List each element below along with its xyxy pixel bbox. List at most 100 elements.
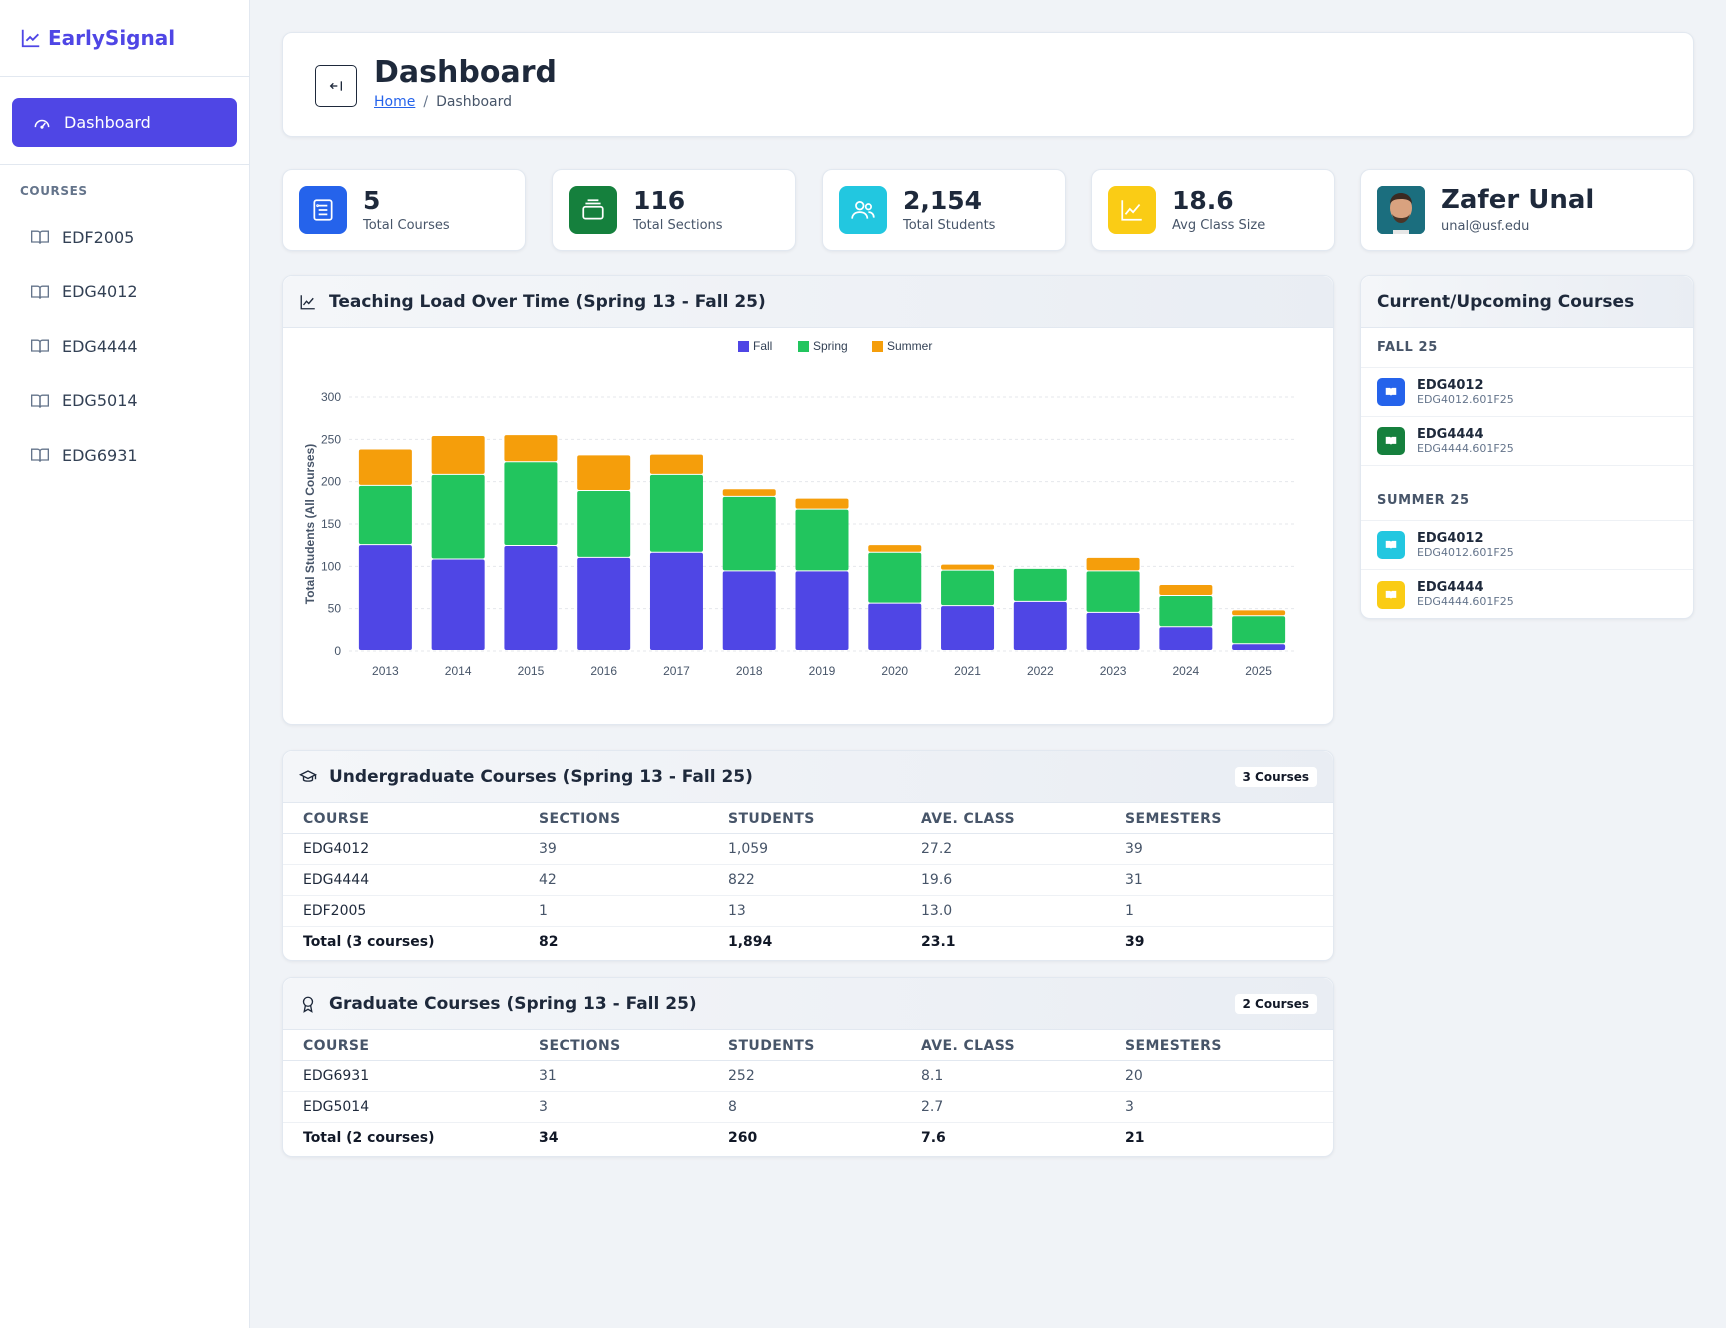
stat-label: Avg Class Size xyxy=(1172,218,1266,233)
column-header[interactable]: STUDENTS xyxy=(728,1030,921,1061)
column-header[interactable]: STUDENTS xyxy=(728,803,921,834)
upcoming-courses-card: Current/Upcoming Courses FALL 25 EDG4012… xyxy=(1360,275,1694,619)
toggle-sidebar-button[interactable] xyxy=(315,65,357,107)
bar-summer xyxy=(358,449,412,485)
cell-total-ave-class: 7.6 xyxy=(921,1129,946,1146)
cell-students: 13 xyxy=(728,895,921,927)
table-row[interactable]: EDG4444 42 822 19.6 31 xyxy=(283,864,1333,896)
legend-swatch xyxy=(872,341,883,352)
term-label: FALL 25 xyxy=(1361,328,1693,368)
x-tick-label: 2019 xyxy=(809,664,836,678)
sidebar-item-label: EDG5014 xyxy=(62,391,138,411)
cell-course: EDG4444 xyxy=(283,864,539,896)
book-icon xyxy=(31,230,49,245)
stat-value: 2,154 xyxy=(903,186,983,215)
x-tick-label: 2015 xyxy=(518,664,545,678)
brand[interactable]: EarlySignal xyxy=(0,0,249,77)
column-header[interactable]: COURSE xyxy=(283,1030,539,1061)
table-row[interactable]: EDF2005 1 13 13.0 1 xyxy=(283,895,1333,927)
cell-ave-class: 13.0 xyxy=(921,895,1125,927)
teaching-load-chart: 0 50 100 150 200 250 300 Total Students (All Co… xyxy=(303,339,1295,678)
column-header[interactable]: SEMESTERS xyxy=(1125,803,1333,834)
sidebar-item-label: EDG6931 xyxy=(62,445,138,465)
upcoming-course-item[interactable]: EDG4444 EDG4444.601F25 xyxy=(1361,570,1693,619)
bar-fall xyxy=(649,552,703,650)
column-header[interactable]: SECTIONS xyxy=(539,803,728,834)
breadcrumb-home-link[interactable]: Home xyxy=(374,94,416,110)
x-tick-label: 2018 xyxy=(736,664,763,678)
book-icon xyxy=(1385,540,1397,550)
cell-semesters: 31 xyxy=(1125,864,1333,896)
y-axis-label: Total Students (All Courses) xyxy=(303,444,317,604)
sidebar-item-label: EDF2005 xyxy=(62,227,135,247)
column-header[interactable]: COURSE xyxy=(283,803,539,834)
legend-swatch xyxy=(738,341,749,352)
column-header[interactable]: SEMESTERS xyxy=(1125,1030,1333,1061)
upcoming-course-section: EDG4012.601F25 xyxy=(1417,392,1514,406)
page-header: Dashboard Home / Dashboard xyxy=(282,32,1694,137)
people-icon xyxy=(851,201,875,219)
undergrad-table: COURSE SECTIONS STUDENTS AVE. CLASS SEME… xyxy=(283,803,1333,957)
trending-up-icon xyxy=(21,29,40,48)
cell-total-label: Total (3 courses) xyxy=(303,933,435,950)
bar-spring xyxy=(504,462,558,546)
stat-icon-bg xyxy=(1108,186,1156,234)
page-title: Dashboard xyxy=(374,55,557,90)
cell-course: EDG4012 xyxy=(283,833,539,865)
stat-card-sections: 116 Total Sections xyxy=(552,169,796,251)
x-tick-label: 2014 xyxy=(445,664,472,678)
profile-email: unal@usf.edu xyxy=(1441,219,1530,234)
upcoming-course-section: EDG4444.601F25 xyxy=(1417,595,1514,608)
bar-fall xyxy=(577,557,631,650)
bar-summer xyxy=(577,455,631,490)
y-tick-label: 150 xyxy=(321,517,341,531)
course-count-badge: 3 Courses xyxy=(1234,767,1317,787)
upcoming-course-item[interactable]: EDG4012 EDG4012.601F25 xyxy=(1361,368,1693,417)
undergrad-card-header: Undergraduate Courses (Spring 13 - Fall … xyxy=(283,751,1333,803)
x-tick-label: 2016 xyxy=(590,664,617,678)
course-icon-bg xyxy=(1377,580,1405,609)
sidebar-item-course[interactable]: EDG6931 xyxy=(0,428,249,483)
stat-value: 116 xyxy=(633,186,686,215)
legend-swatch xyxy=(798,341,809,352)
grad-card-title: Graduate Courses (Spring 13 - Fall 25) xyxy=(329,993,697,1014)
table-header-row: COURSE SECTIONS STUDENTS AVE. CLASS SEME… xyxy=(283,803,1333,834)
book-icon xyxy=(1385,387,1397,397)
stat-label: Total Sections xyxy=(633,218,723,233)
bar-summer xyxy=(504,435,558,462)
stat-icon-bg xyxy=(839,186,887,234)
sidebar-item-course[interactable]: EDF2005 xyxy=(0,210,249,265)
grad-table: COURSE SECTIONS STUDENTS AVE. CLASS SEME… xyxy=(283,1030,1333,1153)
upcoming-course-section: EDG4444.601F25 xyxy=(1417,441,1514,455)
column-header[interactable]: AVE. CLASS xyxy=(921,1030,1125,1061)
bar-summer xyxy=(722,489,776,496)
table-row[interactable]: EDG4012 39 1,059 27.2 39 xyxy=(283,833,1333,865)
stat-card-avg-class: 18.6 Avg Class Size xyxy=(1091,169,1335,251)
breadcrumb-separator: / xyxy=(423,94,429,110)
sidebar-item-course[interactable]: EDG4444 xyxy=(0,319,249,374)
bar-fall xyxy=(358,545,412,650)
cell-total-students: 1,894 xyxy=(728,933,773,950)
cell-students: 252 xyxy=(728,1060,921,1092)
column-header[interactable]: AVE. CLASS xyxy=(921,803,1125,834)
courses-section-label: COURSES xyxy=(20,184,88,198)
sidebar-item-course[interactable]: EDG4012 xyxy=(0,265,249,320)
sidebar-item-dashboard[interactable]: Dashboard xyxy=(12,98,237,147)
stat-label: Total Courses xyxy=(363,218,450,233)
bar-summer xyxy=(795,498,849,509)
bar-spring xyxy=(358,485,412,545)
stack-icon xyxy=(582,199,604,220)
table-row[interactable]: EDG5014 3 8 2.7 3 xyxy=(283,1091,1333,1123)
column-header[interactable]: SECTIONS xyxy=(539,1030,728,1061)
stat-card-courses: 5 Total Courses xyxy=(282,169,526,251)
upcoming-course-item[interactable]: EDG4444 EDG4444.601F25 xyxy=(1361,417,1693,466)
bar-summer xyxy=(1159,584,1213,595)
avatar xyxy=(1377,186,1425,234)
cell-total-sections: 82 xyxy=(539,933,559,950)
upcoming-course-item[interactable]: EDG4012 EDG4012.601F25 xyxy=(1361,521,1693,570)
profile-card[interactable]: Zafer Unal unal@usf.edu xyxy=(1360,169,1694,251)
course-icon-bg xyxy=(1377,378,1405,406)
sidebar-item-course[interactable]: EDG5014 xyxy=(0,374,249,429)
upcoming-course-code: EDG4444 xyxy=(1417,426,1484,442)
table-row[interactable]: EDG6931 31 252 8.1 20 xyxy=(283,1060,1333,1092)
